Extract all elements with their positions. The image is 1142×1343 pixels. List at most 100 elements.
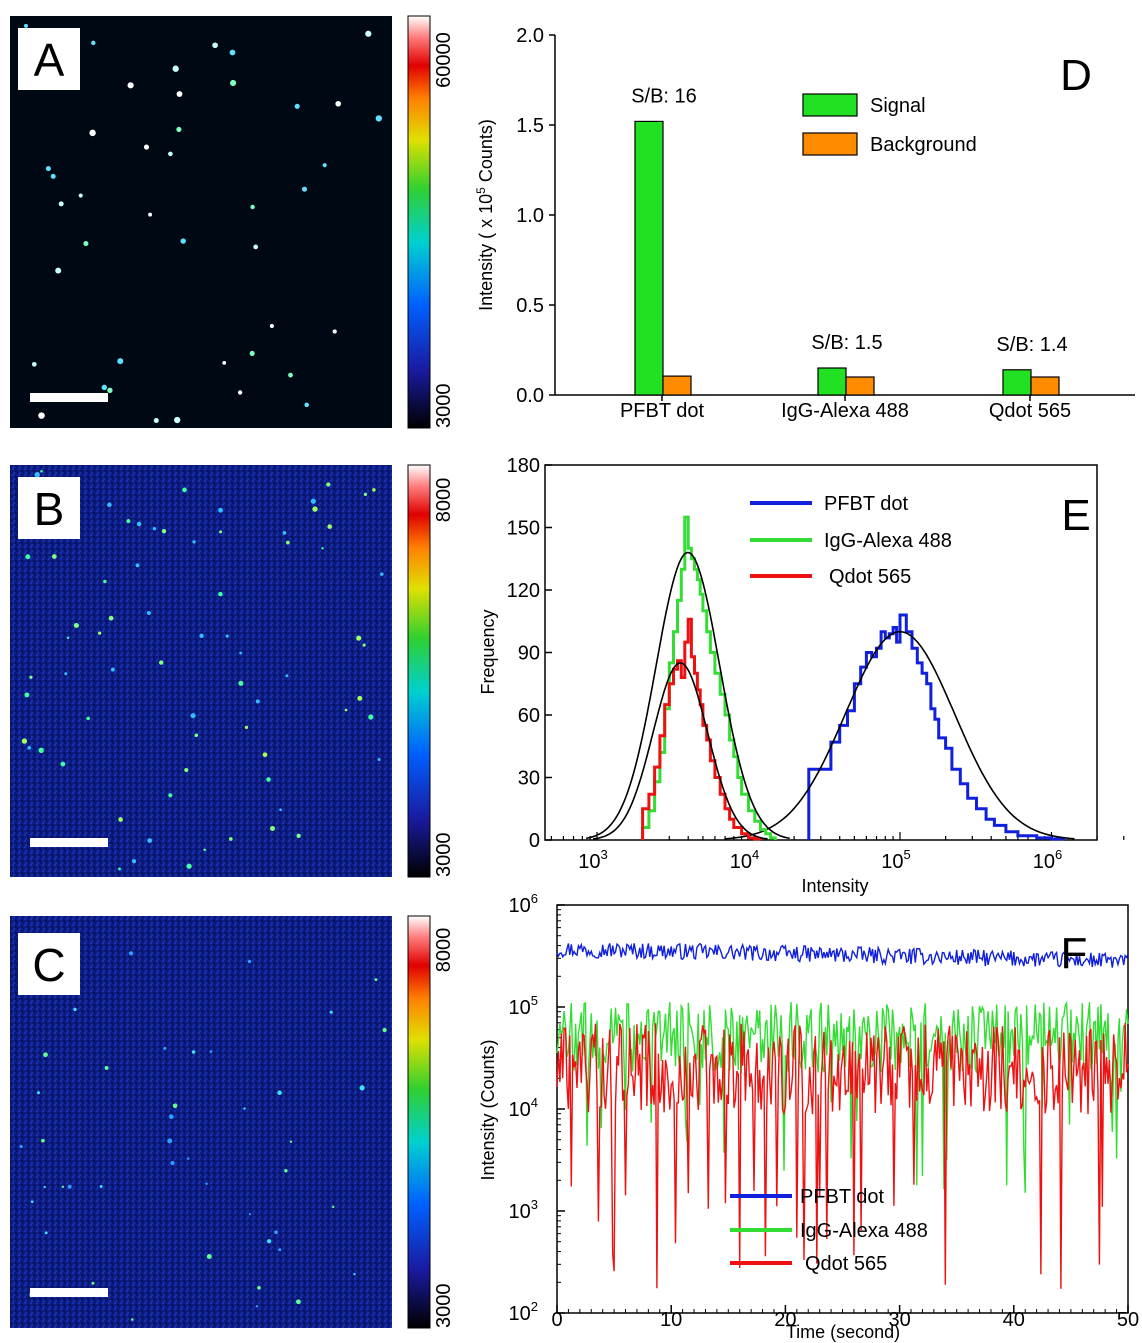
panel-a-cbar-max: 60000 [433,32,455,88]
spot [372,488,376,492]
legend-label-f-pfbt: PFBT dot [800,1186,885,1208]
chart-e-ylabel: Frequency [478,609,498,694]
spot [180,238,186,244]
spot [225,634,229,638]
spot [186,863,192,869]
spot [289,1140,293,1143]
legend-swatch-signal [802,93,858,117]
chart-d-legend: Signal Background [802,93,977,156]
spot [176,91,183,97]
bar-signal [817,367,847,396]
spot [362,643,366,647]
panel-a-label-box [18,28,80,90]
chart-e-ytick-label: 90 [518,643,540,665]
bar-signal [1002,369,1032,396]
spot [282,531,287,535]
spot [374,978,378,982]
spot [192,540,196,544]
panel-a-cbar-min: 3000 [433,384,455,429]
bar-signal [634,120,664,396]
spot [327,524,332,529]
chart-e-legend: PFBT dot IgG-Alexa 488 Qdot 565 [750,493,952,588]
chart-f-xtick-label: 20 [774,1309,796,1331]
spot [19,1145,23,1149]
chart-f-xtick-label: 40 [1003,1309,1025,1331]
spot [103,579,107,584]
spot [168,1114,174,1120]
chart-e: Frequency Intensity E 0 30 60 90 120 150 180 10… [478,455,1125,896]
gaussian-fit [592,662,768,840]
spot [312,506,318,512]
histogram-qdot [641,617,762,841]
chart-e-xtick-label: 104 [730,847,759,873]
legend-label-e-pfbt: PFBT dot [824,493,909,515]
spot [86,716,90,721]
chart-f-ytick-label: 105 [509,993,538,1019]
spot [107,387,113,393]
spot [43,1052,48,1058]
spot [296,833,301,838]
spot [78,193,83,198]
histogram-pfbt [807,613,1065,841]
spot [73,1007,77,1012]
spot [38,747,44,753]
spot [30,1200,34,1204]
legend-label-signal: Signal [870,95,926,117]
panel-b-cbar-min: 3000 [433,833,455,878]
panel-a-colorbar [407,15,431,429]
chart-d-ticks: 0.0 0.5 1.0 1.5 2.0 PFBT dot IgG-Alexa 488 Qdot… [516,25,1071,422]
spot [38,412,45,419]
spot [51,554,57,559]
spot [117,358,124,365]
spot [73,622,79,629]
trace-qdot [556,1022,1129,1289]
spot [243,1107,246,1110]
spot [163,1046,167,1050]
spot [135,563,140,568]
panel-b-dots [21,470,384,871]
spot [91,1281,95,1285]
legend-label-e-qdot: Qdot 565 [829,566,911,588]
chart-f-series [556,942,1129,1289]
spot [230,79,237,87]
spot [212,42,218,49]
spot [248,1213,252,1216]
spot [161,529,167,534]
spot [321,547,324,550]
spot [237,390,243,395]
chart-e-xtick-label: 103 [578,847,607,873]
spot [363,492,368,497]
spot [147,838,153,844]
spot [34,472,40,478]
spot [301,186,308,192]
spot [375,115,382,122]
chart-d-ytick-label: 2.0 [516,25,544,47]
legend-label-e-igg: IgG-Alexa 488 [824,530,952,552]
chart-d-bars: S/B: 16 S/B: 1.5 S/B: 1.4 [631,85,1068,396]
chart-e-xlabel: Intensity [801,876,868,896]
spot [310,498,316,504]
trace-igg [556,1000,1129,1193]
panel-c-colorbar [407,915,431,1329]
spot [267,1239,272,1244]
spot [262,752,268,758]
chart-e-ytick-label: 150 [507,518,540,540]
spot [331,1205,335,1209]
chart-f-xtick-label: 10 [660,1309,682,1331]
spot [128,951,134,956]
spot [118,867,121,871]
chart-d-sb-annotation: S/B: 16 [631,85,697,107]
chart-d-sb-annotation: S/B: 1.5 [811,332,882,354]
spot [126,519,131,524]
spot [269,323,274,329]
spot [205,1182,208,1185]
spot [25,554,31,560]
spot [108,615,114,621]
chart-f-ticks: 0 10 20 30 40 50 102 103 104 105 106 [509,891,1140,1331]
panel-a-scale-bar [30,393,108,402]
spot [296,1299,301,1305]
spot [110,667,115,672]
spot [219,530,223,534]
chart-d-ylabel: Intensity ( x 105 Counts) [474,119,496,311]
